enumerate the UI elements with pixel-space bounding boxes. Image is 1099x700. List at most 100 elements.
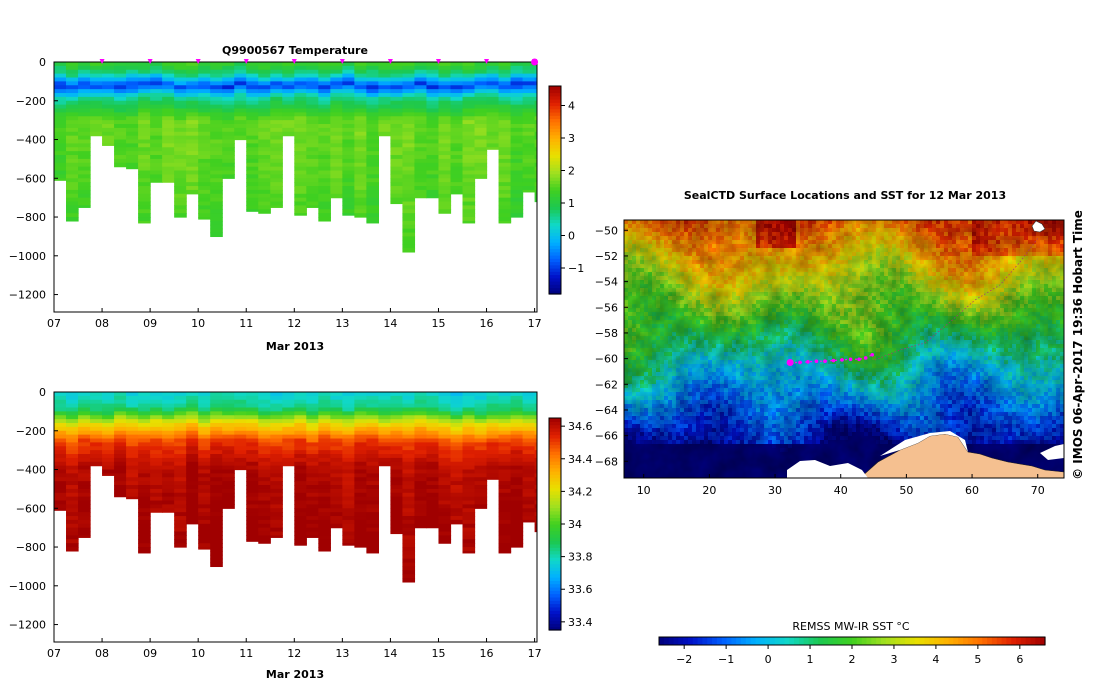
colorbar-swatch	[549, 527, 561, 532]
profile-cell	[522, 492, 536, 498]
profile-cell	[294, 395, 307, 401]
profile-cell	[366, 415, 380, 420]
profile-cell	[78, 147, 91, 152]
profile-cell	[522, 127, 536, 133]
profile-cell	[138, 124, 151, 129]
profile-cell	[354, 127, 367, 133]
profile-cell	[522, 392, 536, 397]
profile-cell	[186, 158, 199, 164]
profile-cell	[258, 151, 271, 156]
profile-cell	[258, 170, 271, 176]
profile-cell	[378, 430, 392, 436]
profile-cell	[306, 85, 319, 90]
profile-cell	[294, 430, 307, 436]
profile-cell	[78, 89, 91, 94]
profile-cell	[438, 485, 452, 490]
profile-cell	[78, 395, 91, 401]
profile-cell	[438, 205, 452, 210]
profile-cell	[438, 112, 452, 117]
profile-cell	[198, 124, 211, 129]
profile-cell	[294, 85, 307, 90]
profile-cell	[198, 535, 211, 540]
profile-cell	[234, 73, 247, 79]
profile-cell	[366, 395, 380, 401]
profile-cell	[522, 174, 536, 179]
profile-cell	[342, 93, 355, 98]
profile-cell	[78, 430, 91, 436]
surface-mark	[435, 59, 441, 64]
profile-cell	[126, 423, 139, 428]
profile-cell	[318, 485, 331, 490]
profile-cell	[534, 419, 537, 424]
profile-cell	[414, 523, 428, 529]
profile-cell	[246, 492, 259, 498]
profile-cell	[366, 500, 380, 506]
profile-cell	[462, 69, 476, 75]
profile-cell	[174, 446, 187, 451]
profile-cell	[234, 135, 247, 141]
profile-cell	[462, 426, 476, 432]
profile-cell	[390, 531, 404, 535]
profile-cell	[138, 423, 151, 428]
profile-cell	[438, 430, 452, 436]
profile-cell	[318, 174, 331, 179]
profile-cell	[462, 550, 476, 554]
profile-cell	[150, 450, 163, 455]
profile-cell	[150, 89, 163, 94]
profile-cell	[498, 547, 512, 552]
profile-cell	[378, 85, 392, 90]
profile-cell	[318, 454, 331, 459]
profile-cell	[186, 496, 199, 502]
profile-cell	[426, 492, 440, 498]
profile-cell	[474, 96, 488, 102]
profile-cell	[150, 496, 163, 502]
profile-cell	[342, 527, 355, 533]
profile-cell	[318, 500, 331, 506]
profile-cell	[318, 434, 331, 440]
profile-cell	[78, 423, 91, 428]
profile-cell	[282, 415, 295, 420]
profile-cell	[186, 465, 199, 471]
profile-cell	[198, 496, 211, 502]
profile-cell	[210, 481, 223, 486]
profile-cell	[450, 392, 464, 397]
profile-cell	[474, 446, 488, 451]
profile-cell	[54, 81, 67, 86]
colorbar-tick-label: 34.2	[568, 485, 593, 498]
profile-cell	[294, 174, 307, 179]
profile-cell	[210, 465, 223, 471]
profile-cell	[198, 519, 211, 525]
profile-cell	[294, 193, 307, 199]
profile-cell	[210, 182, 223, 187]
profile-cell	[270, 151, 283, 156]
profile-cell	[258, 135, 271, 141]
profile-cell	[378, 124, 392, 129]
colorbar-swatch	[549, 235, 561, 240]
profile-cell	[54, 166, 67, 172]
profile-cell	[510, 213, 524, 218]
colorbar-swatch	[549, 121, 561, 126]
profile-cell	[234, 450, 247, 455]
profile-cell	[54, 454, 67, 459]
profile-cell	[474, 477, 488, 482]
profile-cell	[294, 527, 307, 533]
profile-cell	[126, 465, 139, 471]
profile-cell	[462, 438, 476, 443]
profile-cell	[330, 73, 343, 79]
profile-cell	[366, 96, 380, 102]
profile-cell	[522, 73, 536, 79]
profile-cell	[282, 392, 295, 397]
profile-cell	[462, 407, 476, 412]
profile-cell	[66, 547, 79, 552]
profile-cell	[66, 127, 79, 133]
profile-cell	[54, 73, 67, 79]
profile-cell	[534, 182, 537, 187]
profile-cell	[342, 508, 355, 513]
profile-cell	[90, 434, 103, 440]
profile-cell	[498, 539, 512, 544]
profile-cell	[510, 419, 524, 424]
profile-cell	[306, 69, 319, 75]
profile-cell	[474, 158, 488, 164]
profile-cell	[318, 89, 331, 94]
profile-cell	[318, 392, 331, 397]
